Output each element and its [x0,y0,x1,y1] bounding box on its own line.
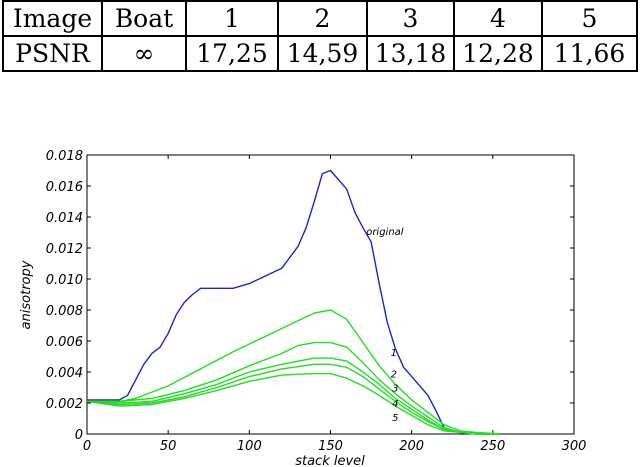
y-tick-label: 0.002 [46,397,83,412]
annotation-label: 5 [392,413,398,424]
table-header-row: Image Boat 1 2 3 4 5 [2,0,638,37]
y-tick-label: 0.016 [46,180,83,195]
table-cell: Image [2,0,103,37]
y-tick-label: 0.014 [46,211,83,226]
x-tick-label: 50 [160,439,177,454]
x-tick-label: 250 [480,439,505,454]
series-line-4 [86,363,501,435]
y-axis-label: anisotropy [19,260,34,329]
table-cell: 12,28 [453,35,543,72]
psnr-table: Image Boat 1 2 3 4 5 PSNR ∞ 17,25 14,59 … [2,0,638,72]
table-cell: ∞ [101,35,187,72]
annotations: original 1 2 3 4 5 [366,227,404,424]
table-cell: 3 [366,0,455,37]
y-tick-label: 0.012 [46,242,83,257]
y-axis: 0 0.002 0.004 0.006 0.008 0.010 0.012 0.014 0.01… [46,149,574,443]
series-line-original [87,169,501,435]
annotation-label: original [366,227,404,238]
x-tick-label: 150 [318,439,343,454]
table-cell: 1 [185,0,279,37]
y-tick-label: 0.008 [46,304,83,319]
table-cell: 17,25 [185,35,279,72]
series-line-2 [87,341,501,435]
plot-frame [86,154,575,435]
table-cell: 14,59 [277,35,368,72]
y-tick-label: 0.006 [46,335,83,350]
table-cell: 2 [277,0,368,37]
table-row: PSNR ∞ 17,25 14,59 13,18 12,28 11,66 [2,35,638,72]
table-cell: 4 [453,0,543,37]
y-tick-label: 0.010 [46,273,83,288]
table-cell: PSNR [2,35,103,72]
annotation-label: 2 [391,370,397,381]
table-cell: 11,66 [541,35,638,72]
x-tick-label: 0 [83,439,91,454]
annotation-label: 3 [392,384,398,395]
annotation-label: 1 [391,348,397,359]
table-cell: 5 [541,0,638,37]
x-tick-label: 200 [399,439,424,454]
table-cell: 13,18 [366,35,455,72]
annotation-label: 4 [392,399,398,410]
x-tick-label: 300 [562,439,587,454]
x-axis-label: stack level [295,454,365,467]
anisotropy-chart: 0 50 100 150 200 250 300 0 0.002 0.004 0.006 0.008… [19,149,587,467]
y-tick-label: 0 [75,428,83,443]
y-tick-label: 0.018 [46,149,83,164]
x-tick-label: 100 [237,439,262,454]
table-cell: Boat [101,0,187,37]
series-lines [86,169,501,435]
y-tick-label: 0.004 [46,366,83,381]
series-line-1 [87,309,501,435]
series-line-5 [86,372,501,435]
x-axis: 0 50 100 150 200 250 300 [83,155,587,454]
